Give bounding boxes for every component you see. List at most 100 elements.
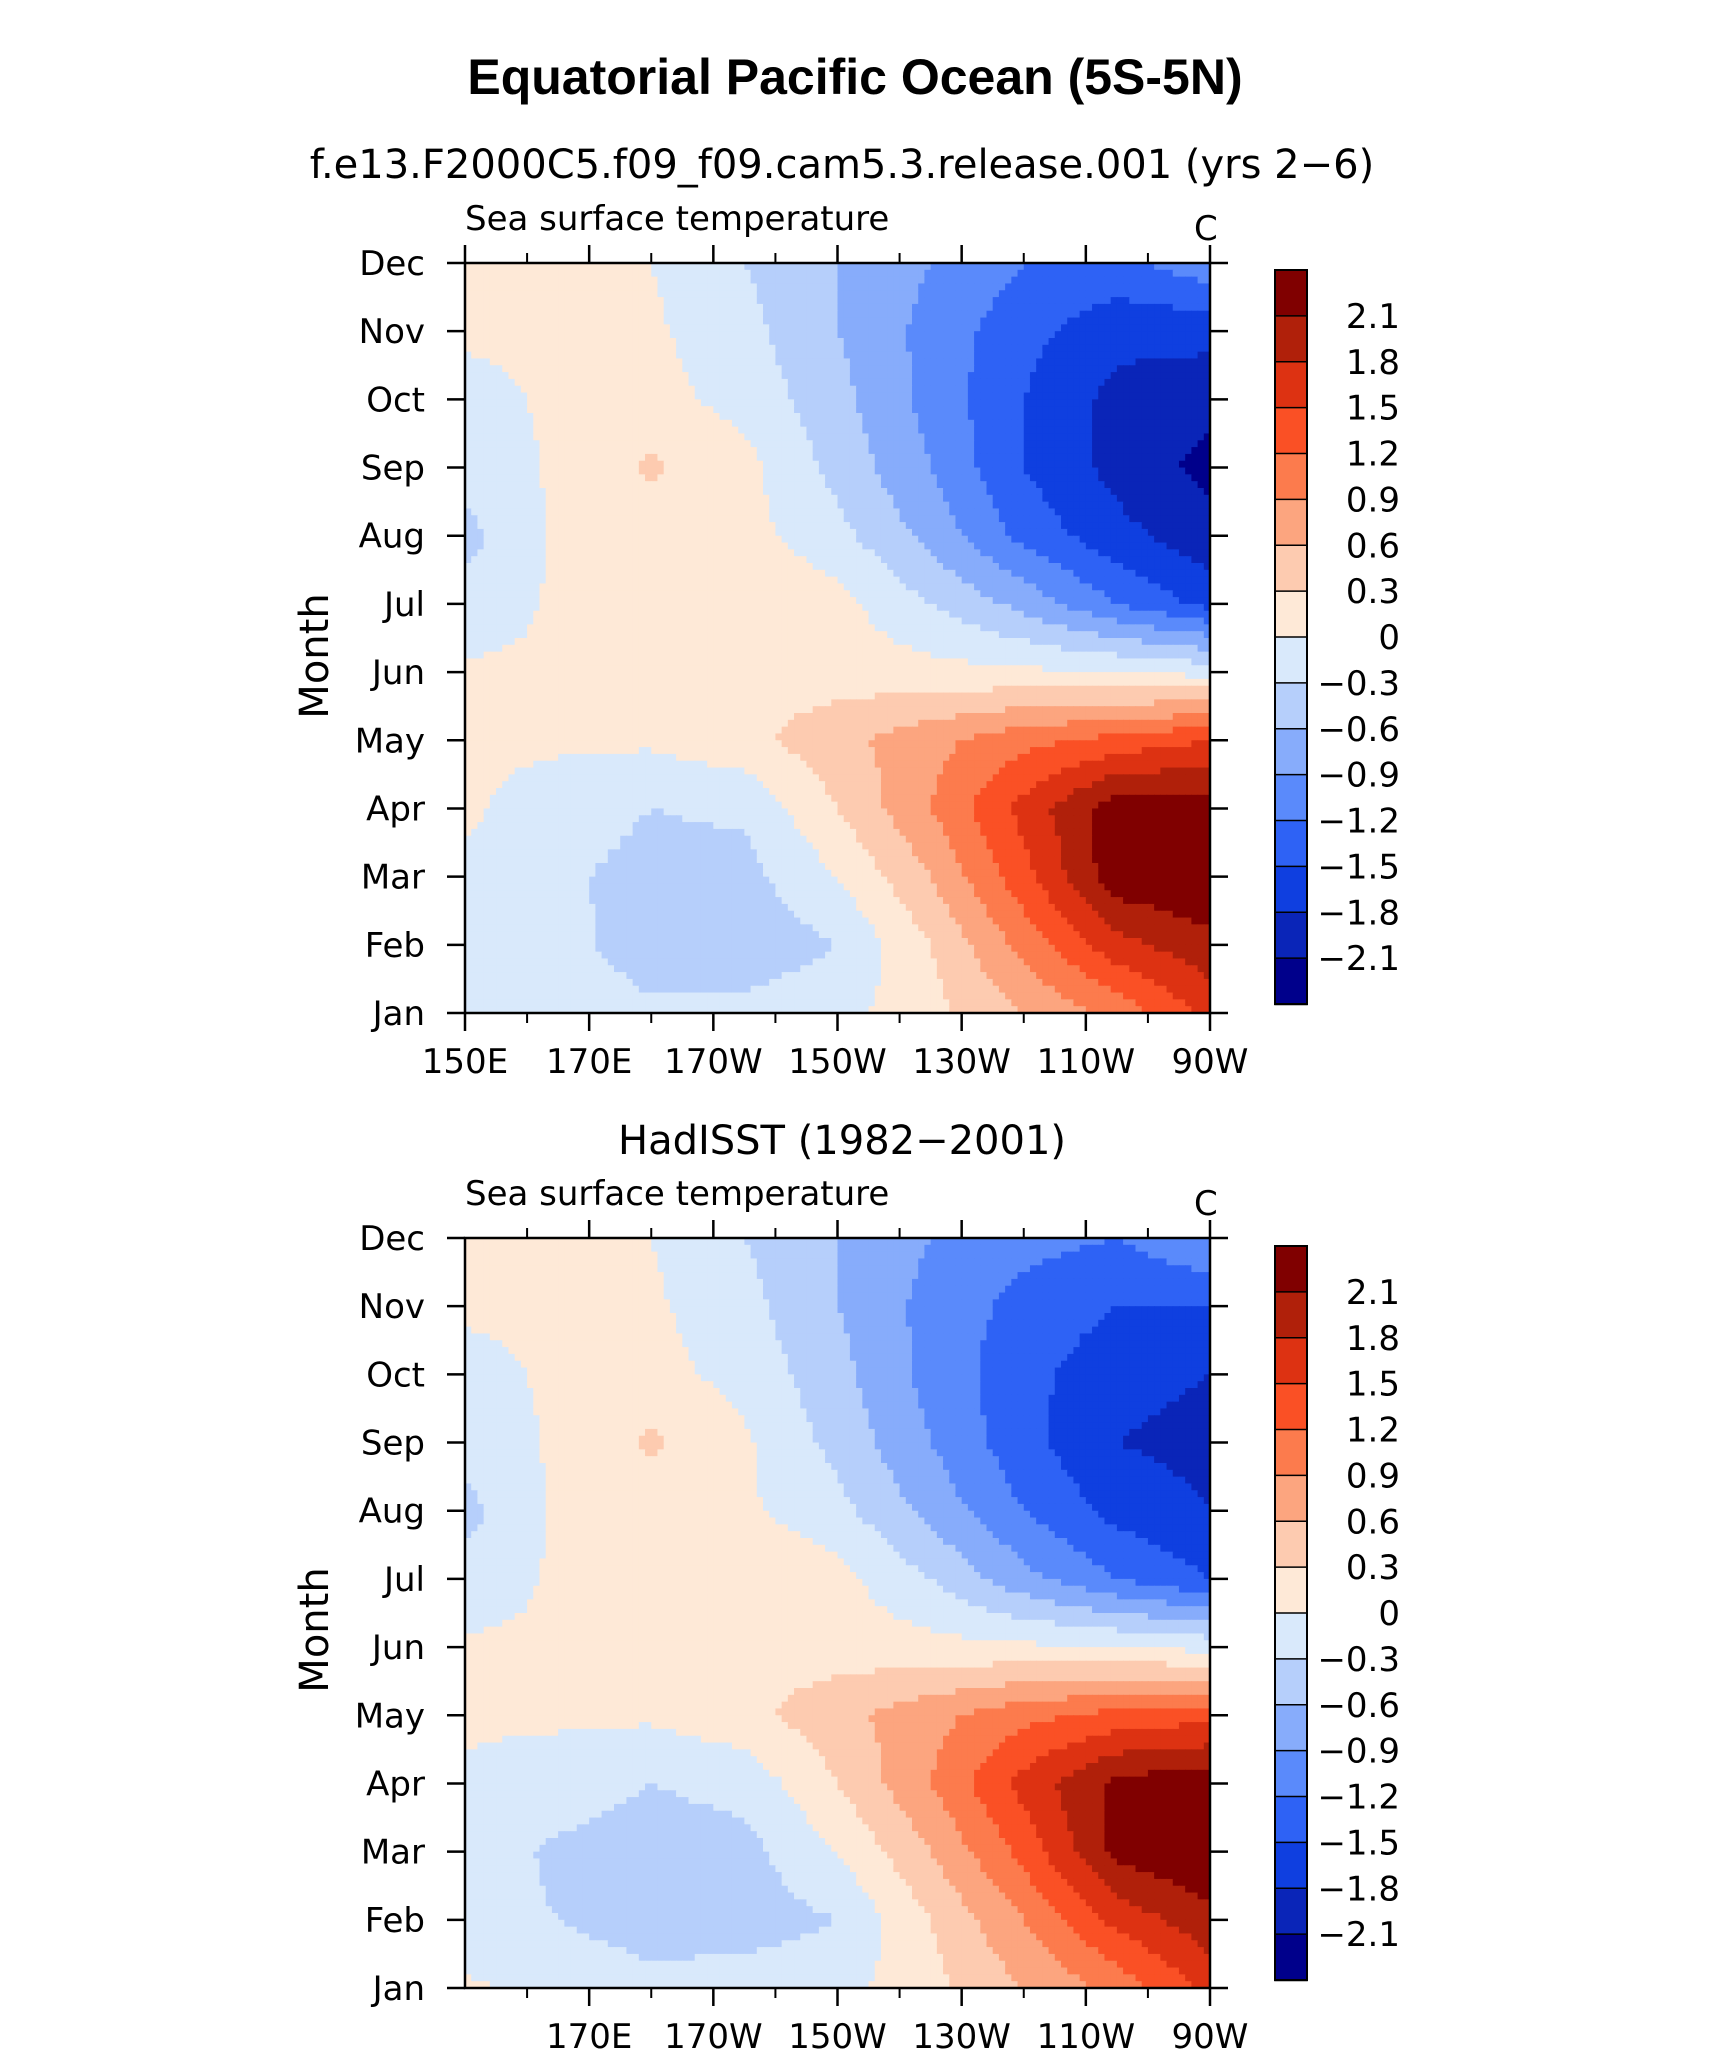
heatmap-cell (837, 263, 845, 271)
heatmap-cell (725, 406, 733, 414)
heatmap-cell (545, 358, 553, 366)
heatmap-cell (868, 413, 876, 421)
heatmap-cell (812, 535, 820, 544)
heatmap-cell (905, 453, 913, 462)
heatmap-cell (825, 474, 832, 482)
heatmap-cell (1092, 440, 1099, 448)
heatmap-cell (849, 535, 857, 544)
heatmap-cell (669, 263, 677, 271)
heatmap-cell (936, 263, 944, 271)
heatmap-cell (1098, 528, 1106, 537)
heatmap-cell (533, 365, 541, 373)
heatmap-cell (508, 303, 516, 312)
heatmap-cell (638, 535, 646, 544)
heatmap-cell (657, 474, 665, 482)
heatmap-cell (775, 426, 783, 435)
heatmap-cell (694, 474, 702, 482)
heatmap-cell (645, 310, 652, 319)
heatmap-cell (756, 494, 764, 503)
heatmap-cell (905, 365, 913, 373)
heatmap-cell (663, 447, 671, 455)
heatmap-cell (868, 433, 876, 441)
heatmap-cell (558, 392, 565, 400)
heatmap-cell (849, 508, 857, 516)
heatmap-cell (1160, 447, 1168, 455)
heatmap-cell (545, 283, 553, 291)
heatmap-cell (775, 406, 783, 414)
heatmap-cell (781, 283, 789, 291)
heatmap-cell (632, 542, 640, 550)
heatmap-cell (700, 276, 708, 285)
heatmap-cell (831, 372, 839, 380)
heatmap-cell (800, 392, 808, 400)
heatmap-cell (862, 515, 870, 523)
heatmap-cell (775, 290, 783, 298)
heatmap-cell (1141, 338, 1149, 346)
heatmap-cell (1203, 467, 1211, 475)
heatmap-cell (589, 460, 596, 469)
heatmap-cell (620, 488, 628, 496)
heatmap-cell (527, 535, 534, 544)
heatmap-cell (775, 467, 783, 475)
heatmap-cell (849, 283, 857, 291)
heatmap-cell (725, 351, 733, 360)
heatmap-cell (707, 263, 714, 271)
heatmap-cell (520, 392, 528, 400)
heatmap-cell (607, 433, 615, 441)
heatmap-cell (713, 528, 721, 537)
heatmap-cell (974, 378, 981, 387)
heatmap-cell (551, 283, 559, 291)
heatmap-cell (489, 399, 497, 407)
heatmap-cell (1073, 351, 1081, 360)
heatmap-cell (1092, 508, 1099, 516)
heatmap-cell (688, 508, 696, 516)
heatmap-cell (998, 351, 1006, 360)
heatmap-cell (601, 494, 609, 503)
heatmap-cell (483, 365, 491, 373)
heatmap-cell (1092, 447, 1099, 455)
heatmap-cell (496, 378, 503, 387)
heatmap-cell (1141, 269, 1149, 278)
heatmap-cell (887, 522, 894, 530)
heatmap-cell (949, 522, 957, 530)
heatmap-cell (1036, 460, 1043, 469)
heatmap-cell (1104, 263, 1112, 271)
heatmap-cell (496, 372, 503, 380)
heatmap-cell (818, 467, 826, 475)
heatmap-cell (899, 283, 907, 291)
heatmap-cell (595, 481, 603, 489)
heatmap-cell (645, 303, 652, 312)
heatmap-cell (533, 494, 541, 503)
heatmap-cell (856, 508, 863, 516)
heatmap-cell (744, 447, 752, 455)
heatmap-cell (1185, 433, 1192, 441)
heatmap-cell (769, 290, 777, 298)
heatmap-cell (806, 317, 814, 325)
heatmap-cell (719, 331, 727, 339)
heatmap-cell (949, 303, 957, 312)
heatmap-cell (620, 481, 628, 489)
heatmap-cell (1172, 440, 1180, 448)
heatmap-cell (1160, 358, 1168, 366)
heatmap-cell (1160, 269, 1168, 278)
heatmap-cell (682, 522, 690, 530)
heatmap-cell (638, 358, 646, 366)
heatmap-cell (887, 283, 894, 291)
heatmap-cell (1011, 413, 1019, 421)
heatmap-cell (1061, 413, 1068, 421)
heatmap-cell (1067, 324, 1075, 332)
heatmap-cell (930, 447, 938, 455)
heatmap-cell (477, 331, 485, 339)
heatmap-cell (725, 324, 733, 332)
heatmap-cell (1197, 447, 1205, 455)
heatmap-cell (614, 494, 621, 503)
heatmap-cell (998, 283, 1006, 291)
heatmap-cell (787, 324, 795, 332)
heatmap-cell (955, 324, 963, 332)
heatmap-cell (1005, 467, 1012, 475)
heatmap-cell (514, 515, 522, 523)
heatmap-cell (1036, 413, 1043, 421)
heatmap-cell (974, 385, 981, 394)
heatmap-cell (961, 276, 969, 285)
heatmap-cell (1036, 276, 1043, 285)
